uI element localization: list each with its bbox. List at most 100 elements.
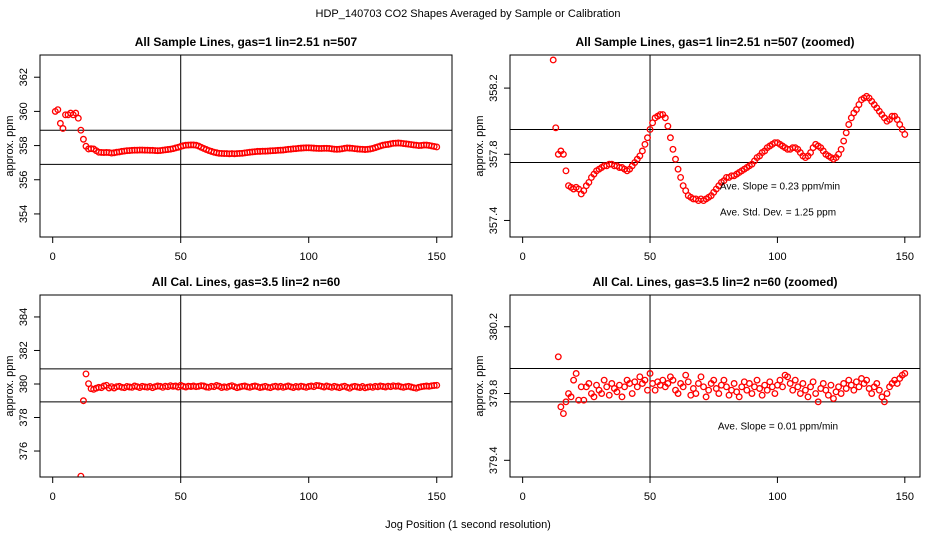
point bbox=[840, 137, 848, 145]
point bbox=[756, 385, 764, 392]
point bbox=[672, 155, 679, 163]
point bbox=[559, 410, 567, 418]
point bbox=[901, 370, 909, 377]
plot-frame bbox=[39, 54, 453, 238]
point bbox=[819, 380, 827, 387]
point bbox=[875, 386, 883, 394]
point bbox=[79, 135, 87, 143]
x-tick-label: 150 bbox=[896, 251, 914, 263]
point bbox=[850, 386, 858, 394]
y-tick-label: 360 bbox=[18, 102, 30, 120]
point bbox=[659, 376, 667, 384]
x-tick-label: 150 bbox=[428, 251, 446, 263]
point bbox=[743, 386, 751, 394]
y-tick-label: 382 bbox=[18, 341, 30, 359]
y-axis-label: approx. ppm bbox=[4, 355, 16, 416]
point bbox=[74, 114, 82, 122]
point bbox=[842, 129, 850, 137]
panel: All Sample Lines, gas=1 lin=2.51 n=507 (… bbox=[474, 35, 921, 263]
panel: All Sample Lines, gas=1 lin=2.51 n=507 ap… bbox=[4, 35, 453, 263]
point bbox=[636, 373, 644, 381]
point bbox=[694, 380, 702, 387]
panel-title: All Sample Lines, gas=1 lin=2.51 n=507 bbox=[135, 35, 358, 49]
point bbox=[873, 380, 881, 387]
points bbox=[51, 106, 441, 158]
reference-lines bbox=[510, 55, 920, 237]
point bbox=[674, 165, 682, 173]
point bbox=[644, 386, 651, 394]
point bbox=[559, 150, 567, 158]
point bbox=[633, 383, 641, 391]
panel: All Cal. Lines, gas=3.5 lin=2 n=60 approx… bbox=[4, 275, 453, 503]
point bbox=[791, 376, 799, 384]
points bbox=[554, 353, 909, 418]
panel-title: All Cal. Lines, gas=3.5 lin=2 n=60 bbox=[152, 275, 341, 289]
point bbox=[702, 393, 710, 401]
point bbox=[730, 380, 738, 387]
y-tick-label: 362 bbox=[18, 68, 30, 86]
point bbox=[669, 145, 677, 153]
y-tick-label: 376 bbox=[18, 442, 30, 460]
point bbox=[600, 376, 608, 384]
point bbox=[598, 390, 606, 397]
point bbox=[745, 380, 753, 387]
point bbox=[784, 373, 792, 381]
point bbox=[827, 381, 835, 389]
y-tick-label: 354 bbox=[18, 205, 30, 223]
point bbox=[804, 393, 812, 401]
y-axis-label: approx. ppm bbox=[474, 355, 486, 416]
point bbox=[692, 390, 700, 397]
x-tick-label: 50 bbox=[644, 251, 656, 263]
panel-title: All Cal. Lines, gas=3.5 lin=2 n=60 (zoom… bbox=[592, 275, 837, 289]
points bbox=[77, 370, 441, 477]
x-tick-label: 100 bbox=[768, 491, 786, 503]
point bbox=[644, 134, 651, 142]
y-tick-label: 380 bbox=[18, 375, 30, 393]
point bbox=[845, 121, 853, 128]
reference-lines bbox=[510, 295, 920, 477]
x-tick-label: 0 bbox=[520, 491, 526, 503]
y-tick-label: 379.4 bbox=[488, 447, 500, 475]
point bbox=[684, 378, 692, 386]
point bbox=[794, 383, 802, 391]
point bbox=[786, 380, 794, 387]
point bbox=[705, 386, 713, 394]
point bbox=[618, 393, 626, 401]
point bbox=[679, 383, 687, 391]
y-tick-label: 357.8 bbox=[488, 141, 500, 169]
plot-frame bbox=[39, 294, 453, 478]
point bbox=[842, 385, 850, 392]
plot-frame bbox=[509, 294, 921, 478]
point bbox=[710, 376, 718, 384]
point bbox=[830, 395, 837, 402]
point bbox=[771, 390, 779, 397]
point bbox=[888, 112, 896, 120]
y-tick-label: 358 bbox=[18, 136, 30, 154]
point bbox=[814, 398, 822, 406]
point bbox=[682, 371, 690, 379]
x-tick-label: 100 bbox=[300, 491, 318, 503]
point bbox=[758, 391, 766, 399]
point bbox=[901, 130, 909, 138]
x-axis-label: Jog Position (1 second resolution) bbox=[385, 519, 551, 531]
y-tick-label: 378 bbox=[18, 408, 30, 426]
point bbox=[54, 106, 62, 114]
point bbox=[605, 391, 613, 399]
annotation: Ave. Slope = 0.23 ppm/min bbox=[720, 182, 840, 193]
point bbox=[748, 390, 756, 397]
point bbox=[789, 386, 797, 394]
y-tick-label: 379.8 bbox=[488, 380, 500, 408]
point bbox=[641, 376, 649, 384]
point bbox=[715, 390, 723, 397]
point bbox=[809, 378, 817, 386]
x-tick-label: 100 bbox=[768, 251, 786, 263]
point bbox=[720, 376, 728, 384]
point bbox=[666, 134, 674, 142]
point bbox=[863, 376, 871, 384]
point bbox=[59, 125, 67, 132]
point bbox=[664, 122, 672, 130]
point bbox=[796, 390, 804, 397]
y-tick-label: 357.4 bbox=[488, 207, 500, 235]
point bbox=[580, 396, 588, 404]
point bbox=[641, 140, 649, 148]
